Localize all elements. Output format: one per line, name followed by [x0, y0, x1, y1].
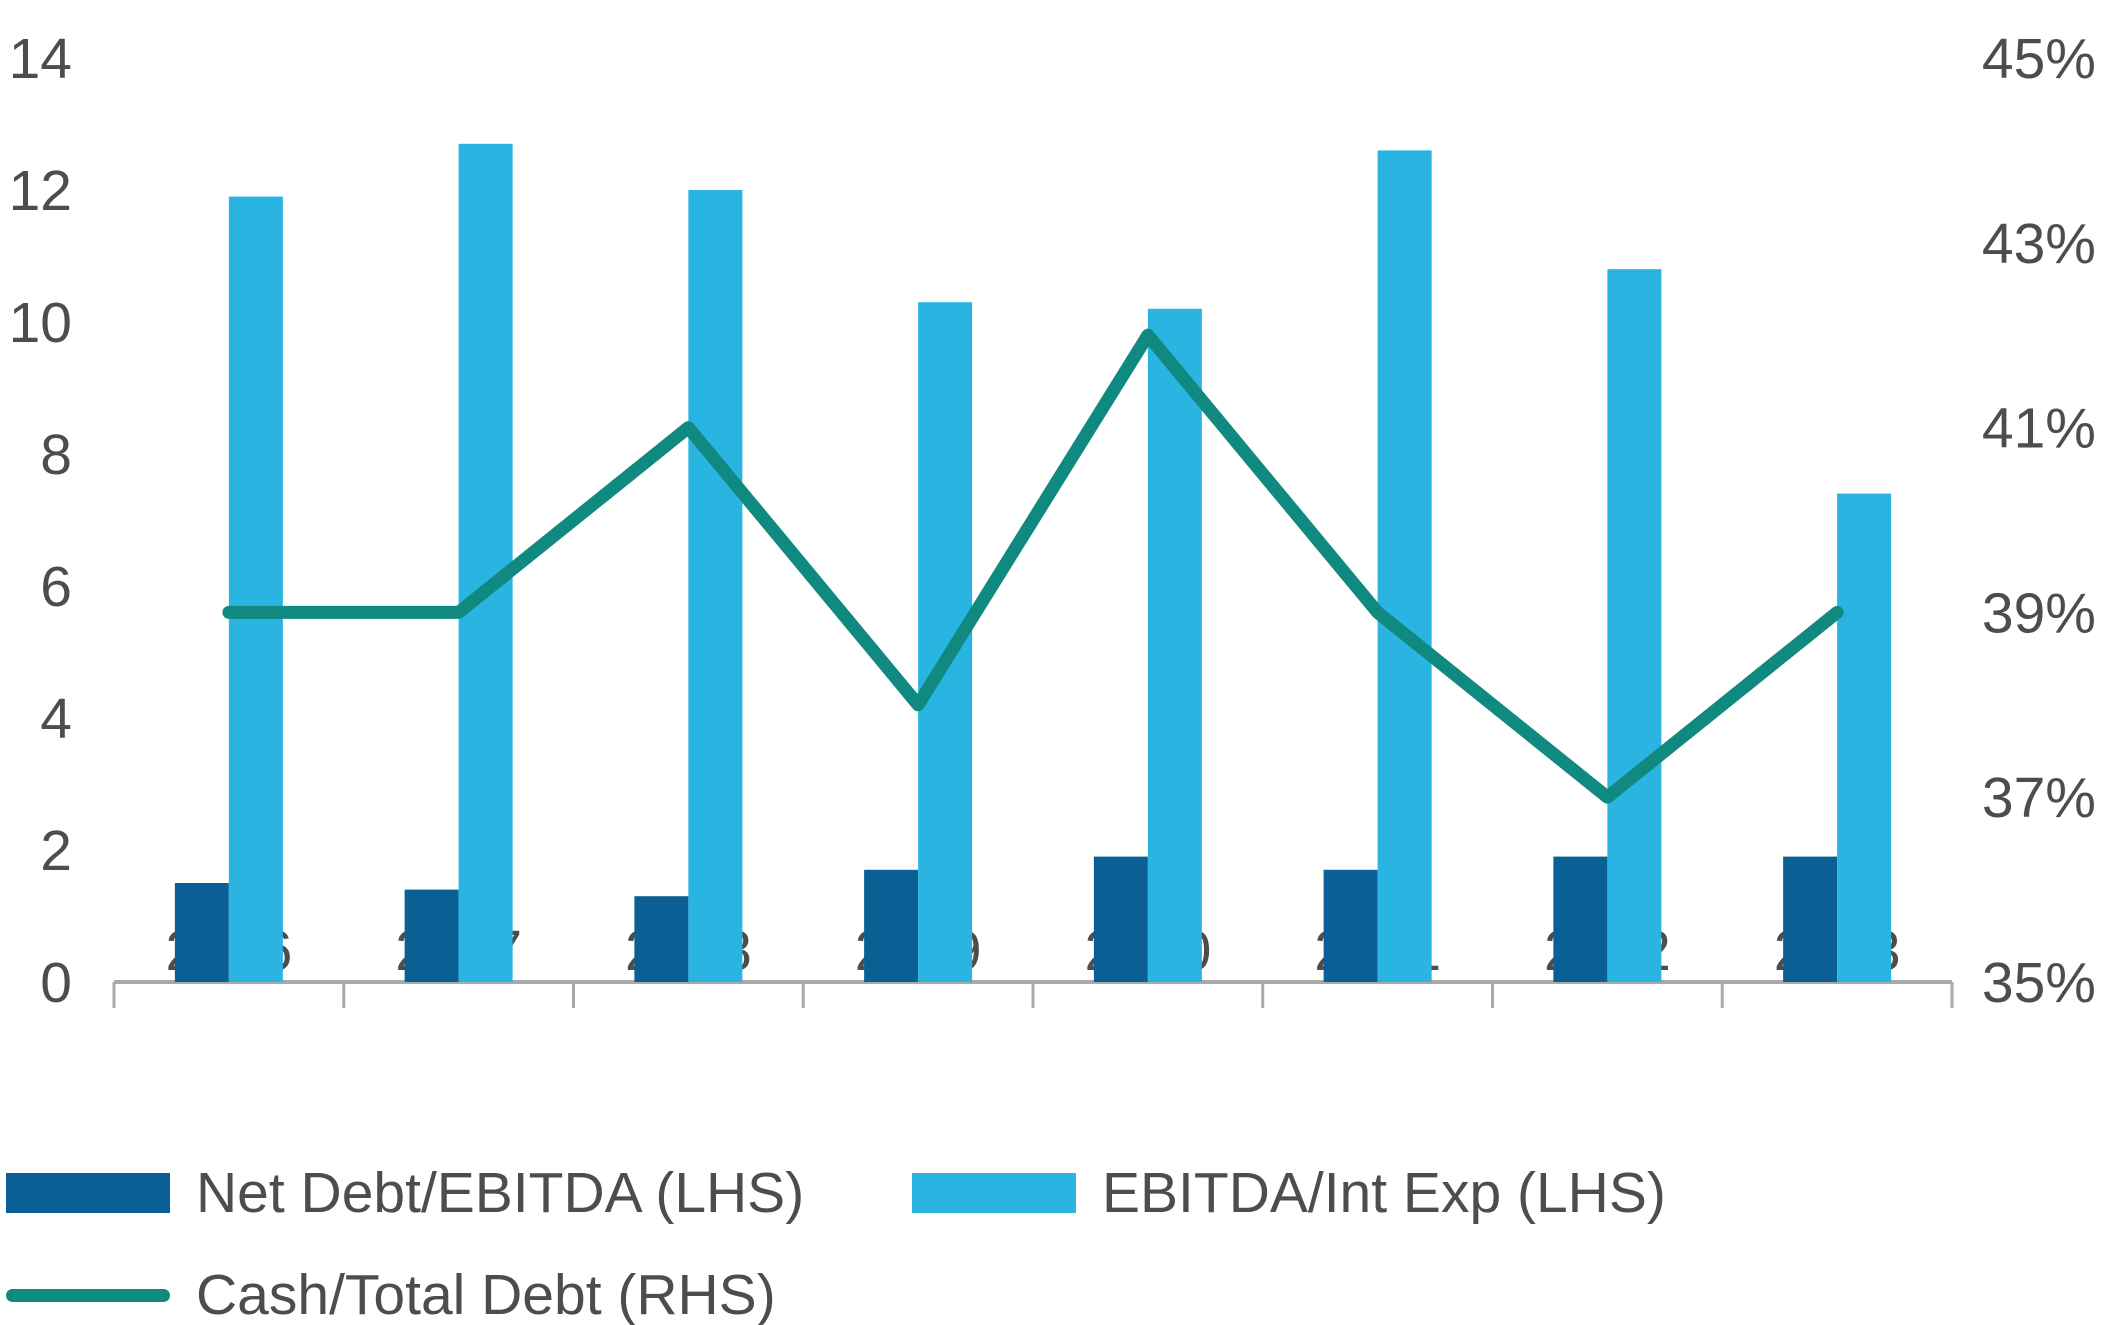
bar-net-debt-ebitda-2019: [864, 869, 919, 982]
bar-ebitda-int-exp-2018: [688, 190, 743, 982]
bar-ebitda-int-exp-2021: [1377, 150, 1432, 982]
legend-label-net-debt-ebitda: Net Debt/EBITDA (LHS): [196, 1160, 805, 1225]
left-axis-tick-label: 14: [9, 27, 72, 91]
bar-net-debt-ebitda-2018: [634, 896, 689, 982]
legend-item-cash-total-debt: Cash/Total Debt (RHS): [6, 1266, 776, 1323]
right-axis-tick-label: 35%: [1982, 951, 2096, 1015]
bar-ebitda-int-exp-2023: [1837, 493, 1892, 982]
bar-net-debt-ebitda-2016: [174, 883, 229, 982]
line-cash-total-debt: [222, 328, 1844, 804]
right-axis-tick-label: 45%: [1982, 27, 2096, 91]
left-axis-tick-label: 12: [9, 159, 72, 223]
bar-net-debt-ebitda-2021: [1323, 869, 1378, 982]
bar-ebitda-int-exp-2016: [228, 196, 283, 983]
legend-swatch-ebitda-int-exp: [912, 1173, 1076, 1213]
legend-swatch-net-debt-ebitda: [6, 1173, 170, 1213]
bar-net-debt-ebitda-2022: [1553, 856, 1608, 982]
legend-item-net-debt-ebitda: Net Debt/EBITDA (LHS): [6, 1164, 804, 1221]
bar-ebitda-int-exp-2020: [1147, 308, 1202, 982]
right-axis-tick-label: 37%: [1982, 766, 2096, 830]
left-axis-tick-label: 4: [40, 687, 72, 751]
bar-ebitda-int-exp-2017: [458, 143, 513, 983]
left-axis-tick-label: 10: [9, 291, 72, 355]
legend-item-ebitda-int-exp: EBITDA/Int Exp (LHS): [912, 1164, 1666, 1221]
legend-label-ebitda-int-exp: EBITDA/Int Exp (LHS): [1102, 1160, 1666, 1225]
bar-ebitda-int-exp-2022: [1607, 269, 1662, 982]
right-axis-tick-label: 41%: [1982, 397, 2096, 461]
left-axis-tick-label: 0: [40, 951, 72, 1015]
bar-net-debt-ebitda-2023: [1783, 856, 1838, 982]
bar-net-debt-ebitda-2017: [404, 889, 459, 982]
left-axis-tick-label: 2: [40, 819, 72, 883]
legend-swatch-cash-total-debt: [6, 1288, 170, 1302]
right-axis-tick-label: 43%: [1982, 212, 2096, 276]
bar-net-debt-ebitda-2020: [1093, 856, 1148, 982]
right-axis-tick-label: 39%: [1982, 581, 2096, 645]
legend-label-cash-total-debt: Cash/Total Debt (RHS): [196, 1262, 776, 1325]
left-axis-tick-label: 8: [40, 423, 72, 487]
left-axis-tick-label: 6: [40, 555, 72, 619]
